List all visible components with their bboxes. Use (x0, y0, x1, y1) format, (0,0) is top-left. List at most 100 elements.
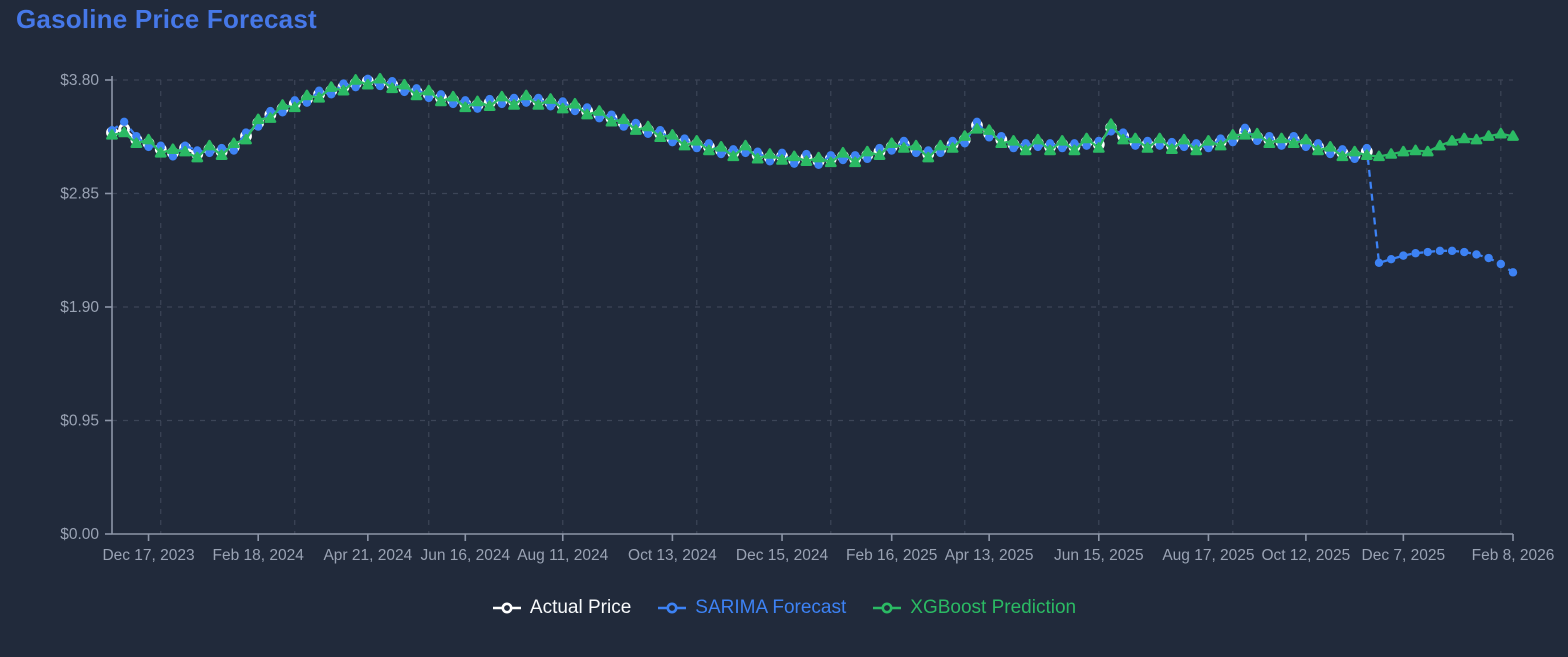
xgboost-prediction-point (1348, 145, 1361, 157)
sarima-forecast-point (936, 148, 945, 158)
xgboost-prediction-point (276, 99, 289, 110)
xgboost-prediction-point (824, 156, 837, 168)
sarima-forecast-point (1033, 142, 1043, 152)
xgboost-prediction-point (837, 146, 849, 158)
x-tick-label: Aug 17, 2025 (1162, 547, 1254, 564)
sarima-forecast-point (607, 110, 616, 119)
xgboost-prediction-point (1434, 139, 1446, 151)
sarima-forecast-point (826, 151, 835, 160)
xgboost-prediction-point (556, 102, 569, 114)
sarima-forecast-point (424, 93, 433, 103)
sarima-forecast-point (485, 94, 494, 104)
x-tick-label: Feb 18, 2024 (213, 547, 305, 564)
sarima-forecast-point (1058, 143, 1067, 153)
xgboost-prediction-point (374, 72, 386, 84)
xgboost-prediction-point (666, 129, 679, 140)
sarima-forecast-point (290, 96, 299, 105)
legend-label-sarima: SARIMA Forecast (695, 597, 847, 618)
xgboost-prediction-point (252, 113, 265, 125)
sarima-forecast-point (850, 151, 860, 160)
xgboost-prediction-point (958, 130, 971, 141)
page-title: Gasoline Price Forecast (16, 4, 317, 34)
xgboost-prediction-point (715, 141, 728, 152)
xgboost-prediction-point (167, 143, 179, 154)
xgboost-prediction-point (593, 105, 606, 116)
sarima-forecast-point (1277, 141, 1286, 150)
xgboost-prediction-point (203, 139, 216, 151)
xgboost-prediction-point (142, 133, 155, 145)
series-sarima-forecast (107, 74, 1518, 277)
sarima-forecast-point (400, 87, 409, 97)
sarima-forecast-point (180, 141, 190, 150)
xgboost-prediction-point (1287, 137, 1300, 149)
xgboost-prediction-point (1080, 132, 1093, 144)
xgboost-prediction-point (1214, 139, 1227, 151)
sarima-forecast-point (1326, 149, 1335, 159)
x-tick-label: Dec 17, 2023 (102, 547, 194, 564)
sarima-forecast-point (716, 149, 726, 159)
xgboost-prediction-point (569, 97, 581, 109)
xgboost-prediction-point (1165, 143, 1178, 154)
y-tick-label: $0.95 (60, 413, 99, 430)
xgboost-prediction-point (934, 139, 947, 151)
xgboost-prediction-point (301, 89, 313, 101)
series-xgboost-prediction (106, 72, 1519, 168)
xgboost-prediction-point (690, 135, 703, 146)
xgboost-prediction-point (410, 89, 423, 101)
xgboost-prediction-point (1092, 142, 1105, 153)
x-tick-label: Jun 15, 2025 (1054, 547, 1144, 564)
xgboost-prediction-point (1300, 133, 1312, 145)
sarima-forecast-point (619, 122, 628, 131)
sarima-forecast-point (1265, 131, 1274, 141)
xgboost-prediction-point (520, 89, 533, 101)
xgboost-prediction-point (361, 78, 374, 90)
sarima-forecast-point (595, 114, 604, 123)
x-tick-label: Apr 13, 2025 (945, 547, 1034, 564)
xgboost-prediction-point (617, 113, 630, 125)
legend-marker-xgboost-icon (873, 602, 902, 614)
sarima-forecast-point (1313, 139, 1323, 148)
xgboost-prediction-point (922, 151, 935, 163)
xgboost-prediction-point (739, 139, 752, 151)
xgboost-prediction-point (605, 115, 618, 127)
sarima-forecast-point (1399, 251, 1408, 260)
xgboost-prediction-point (983, 124, 996, 135)
xgboost-prediction-point (1031, 133, 1044, 145)
xgboost-prediction-point (264, 112, 277, 123)
sarima-forecast-point (351, 82, 360, 92)
sarima-forecast-point (168, 152, 178, 161)
sarima-forecast-point (363, 74, 373, 84)
y-tick-label: $0.00 (60, 526, 99, 543)
xgboost-prediction-point (106, 129, 118, 140)
sarima-forecast-point (1167, 137, 1177, 147)
sarima-forecast-point (692, 143, 701, 153)
sarima-forecast-point (509, 93, 519, 103)
sarima-forecast-point (1118, 128, 1128, 137)
xgboost-prediction-point (447, 90, 460, 102)
legend-item-sarima-forecast[interactable]: SARIMA Forecast (657, 597, 846, 619)
xgboost-prediction-point (897, 142, 910, 153)
xgboost-prediction-point (118, 126, 131, 138)
sarima-forecast-point (668, 137, 677, 147)
xgboost-prediction-point (1409, 144, 1422, 156)
xgboost-prediction-point (349, 74, 362, 85)
sarima-forecast-point (1021, 139, 1030, 148)
legend-item-actual-price[interactable]: Actual Price (492, 597, 631, 619)
x-tick-label: Oct 12, 2025 (1262, 547, 1351, 564)
xgboost-prediction-point (1117, 133, 1130, 145)
sarima-forecast-point (997, 131, 1006, 141)
sarima-forecast-point (1338, 145, 1347, 154)
legend-item-xgboost-prediction[interactable]: XGBoost Prediction (872, 597, 1076, 619)
xgboost-prediction-point (1482, 130, 1495, 141)
sarima-forecast-point (814, 160, 823, 170)
sarima-forecast-point (704, 139, 714, 148)
xgboost-prediction-point (215, 149, 228, 160)
sarima-forecast-point (375, 81, 385, 91)
xgboost-prediction-point (1263, 137, 1276, 149)
sarima-forecast-point (631, 118, 641, 128)
xgboost-prediction-point (861, 145, 874, 157)
xgboost-prediction-point (1251, 127, 1264, 139)
sarima-forecast-point (546, 102, 555, 111)
xgboost-prediction-point (1178, 133, 1190, 145)
actual-price-line (111, 80, 1368, 163)
